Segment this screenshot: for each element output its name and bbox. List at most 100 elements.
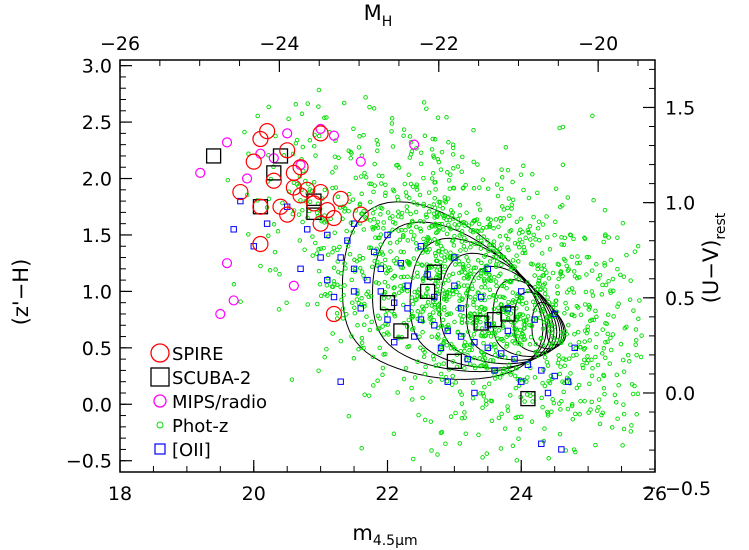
photz-point xyxy=(468,228,473,233)
photz-point xyxy=(493,298,499,303)
photz-point xyxy=(487,294,492,300)
photz-point xyxy=(432,137,438,142)
photz-point xyxy=(524,379,529,384)
photz-point xyxy=(487,242,492,248)
photz-point xyxy=(427,238,433,244)
photz-point xyxy=(512,240,518,246)
oii-point xyxy=(504,327,512,335)
photz-point xyxy=(441,339,447,344)
photz-point xyxy=(500,338,506,343)
photz-point xyxy=(321,245,326,251)
photz-point xyxy=(266,233,271,239)
photz-point xyxy=(536,262,541,267)
photz-point xyxy=(473,294,478,299)
photz-point xyxy=(573,449,578,455)
photz-point xyxy=(590,293,596,298)
photz-point xyxy=(338,284,343,290)
photz-point xyxy=(361,208,366,214)
scuba2-point xyxy=(419,283,436,300)
photz-point xyxy=(314,210,320,216)
photz-point xyxy=(602,260,607,266)
photz-point xyxy=(345,243,351,249)
photz-point xyxy=(542,281,548,286)
photz-point xyxy=(602,263,607,268)
spire-point xyxy=(332,190,349,207)
legend-marker-mips-radio xyxy=(153,394,167,408)
photz-point xyxy=(493,348,499,353)
photz-point xyxy=(484,225,489,230)
photz-point xyxy=(398,274,404,280)
photz-point xyxy=(482,307,487,313)
top-axis-title: MH xyxy=(364,1,393,30)
photz-point xyxy=(621,402,626,407)
photz-point xyxy=(537,238,542,243)
photz-point xyxy=(585,324,590,329)
spire-point xyxy=(325,305,343,323)
mips-radio-point xyxy=(228,295,239,306)
photz-point xyxy=(331,279,337,284)
photz-point xyxy=(450,142,456,148)
oii-point xyxy=(330,293,338,301)
photz-point xyxy=(478,246,484,251)
photz-point xyxy=(533,237,538,242)
photz-point xyxy=(367,327,373,333)
y-tick-label: 1.0 xyxy=(82,281,112,303)
y-tick-label: −0.5 xyxy=(66,451,112,473)
photz-point xyxy=(305,302,310,307)
photz-point xyxy=(349,151,354,156)
photz-point xyxy=(531,232,537,238)
photz-point xyxy=(584,254,590,260)
photz-point xyxy=(547,247,553,252)
photz-point xyxy=(353,175,359,181)
photz-point xyxy=(560,203,565,208)
photz-point xyxy=(474,241,480,247)
oii-point xyxy=(397,259,405,267)
photz-point xyxy=(340,216,345,222)
photz-point xyxy=(510,197,516,203)
photz-point xyxy=(432,180,437,185)
photz-point xyxy=(371,189,376,195)
photz-point xyxy=(378,242,383,247)
photz-point xyxy=(521,187,526,193)
photz-point xyxy=(520,250,525,256)
photz-point xyxy=(603,355,608,361)
oii-point xyxy=(417,243,425,250)
oii-point xyxy=(370,248,378,256)
photz-point xyxy=(385,284,391,289)
photz-point xyxy=(561,242,567,248)
photz-point xyxy=(473,265,479,270)
photz-point xyxy=(539,251,545,256)
photz-point xyxy=(383,321,388,326)
photz-point xyxy=(497,246,503,251)
photz-point xyxy=(500,325,506,330)
photz-point xyxy=(407,155,413,160)
photz-point xyxy=(300,219,305,225)
photz-points xyxy=(225,87,644,463)
photz-point xyxy=(307,199,313,205)
photz-point xyxy=(428,315,434,320)
photz-point xyxy=(408,211,413,217)
photz-point xyxy=(515,341,521,346)
photz-point xyxy=(558,271,563,277)
photz-point xyxy=(594,331,599,337)
photz-point xyxy=(355,290,360,296)
photz-point xyxy=(313,153,318,158)
photz-point xyxy=(336,269,341,275)
photz-point xyxy=(532,307,538,313)
photz-point xyxy=(421,100,427,105)
spire-point xyxy=(312,215,329,232)
photz-point xyxy=(316,247,321,252)
photz-point xyxy=(532,291,537,296)
oii-point xyxy=(350,265,358,273)
oii-point xyxy=(324,231,331,239)
photz-point xyxy=(620,443,625,448)
photz-point xyxy=(457,233,463,238)
photz-point xyxy=(412,375,418,380)
photz-point xyxy=(380,324,385,329)
photz-point xyxy=(444,343,450,348)
photz-point xyxy=(404,204,410,209)
photz-point xyxy=(410,456,416,462)
photz-point xyxy=(478,363,483,369)
photz-point xyxy=(341,292,346,298)
photz-point xyxy=(380,173,385,179)
